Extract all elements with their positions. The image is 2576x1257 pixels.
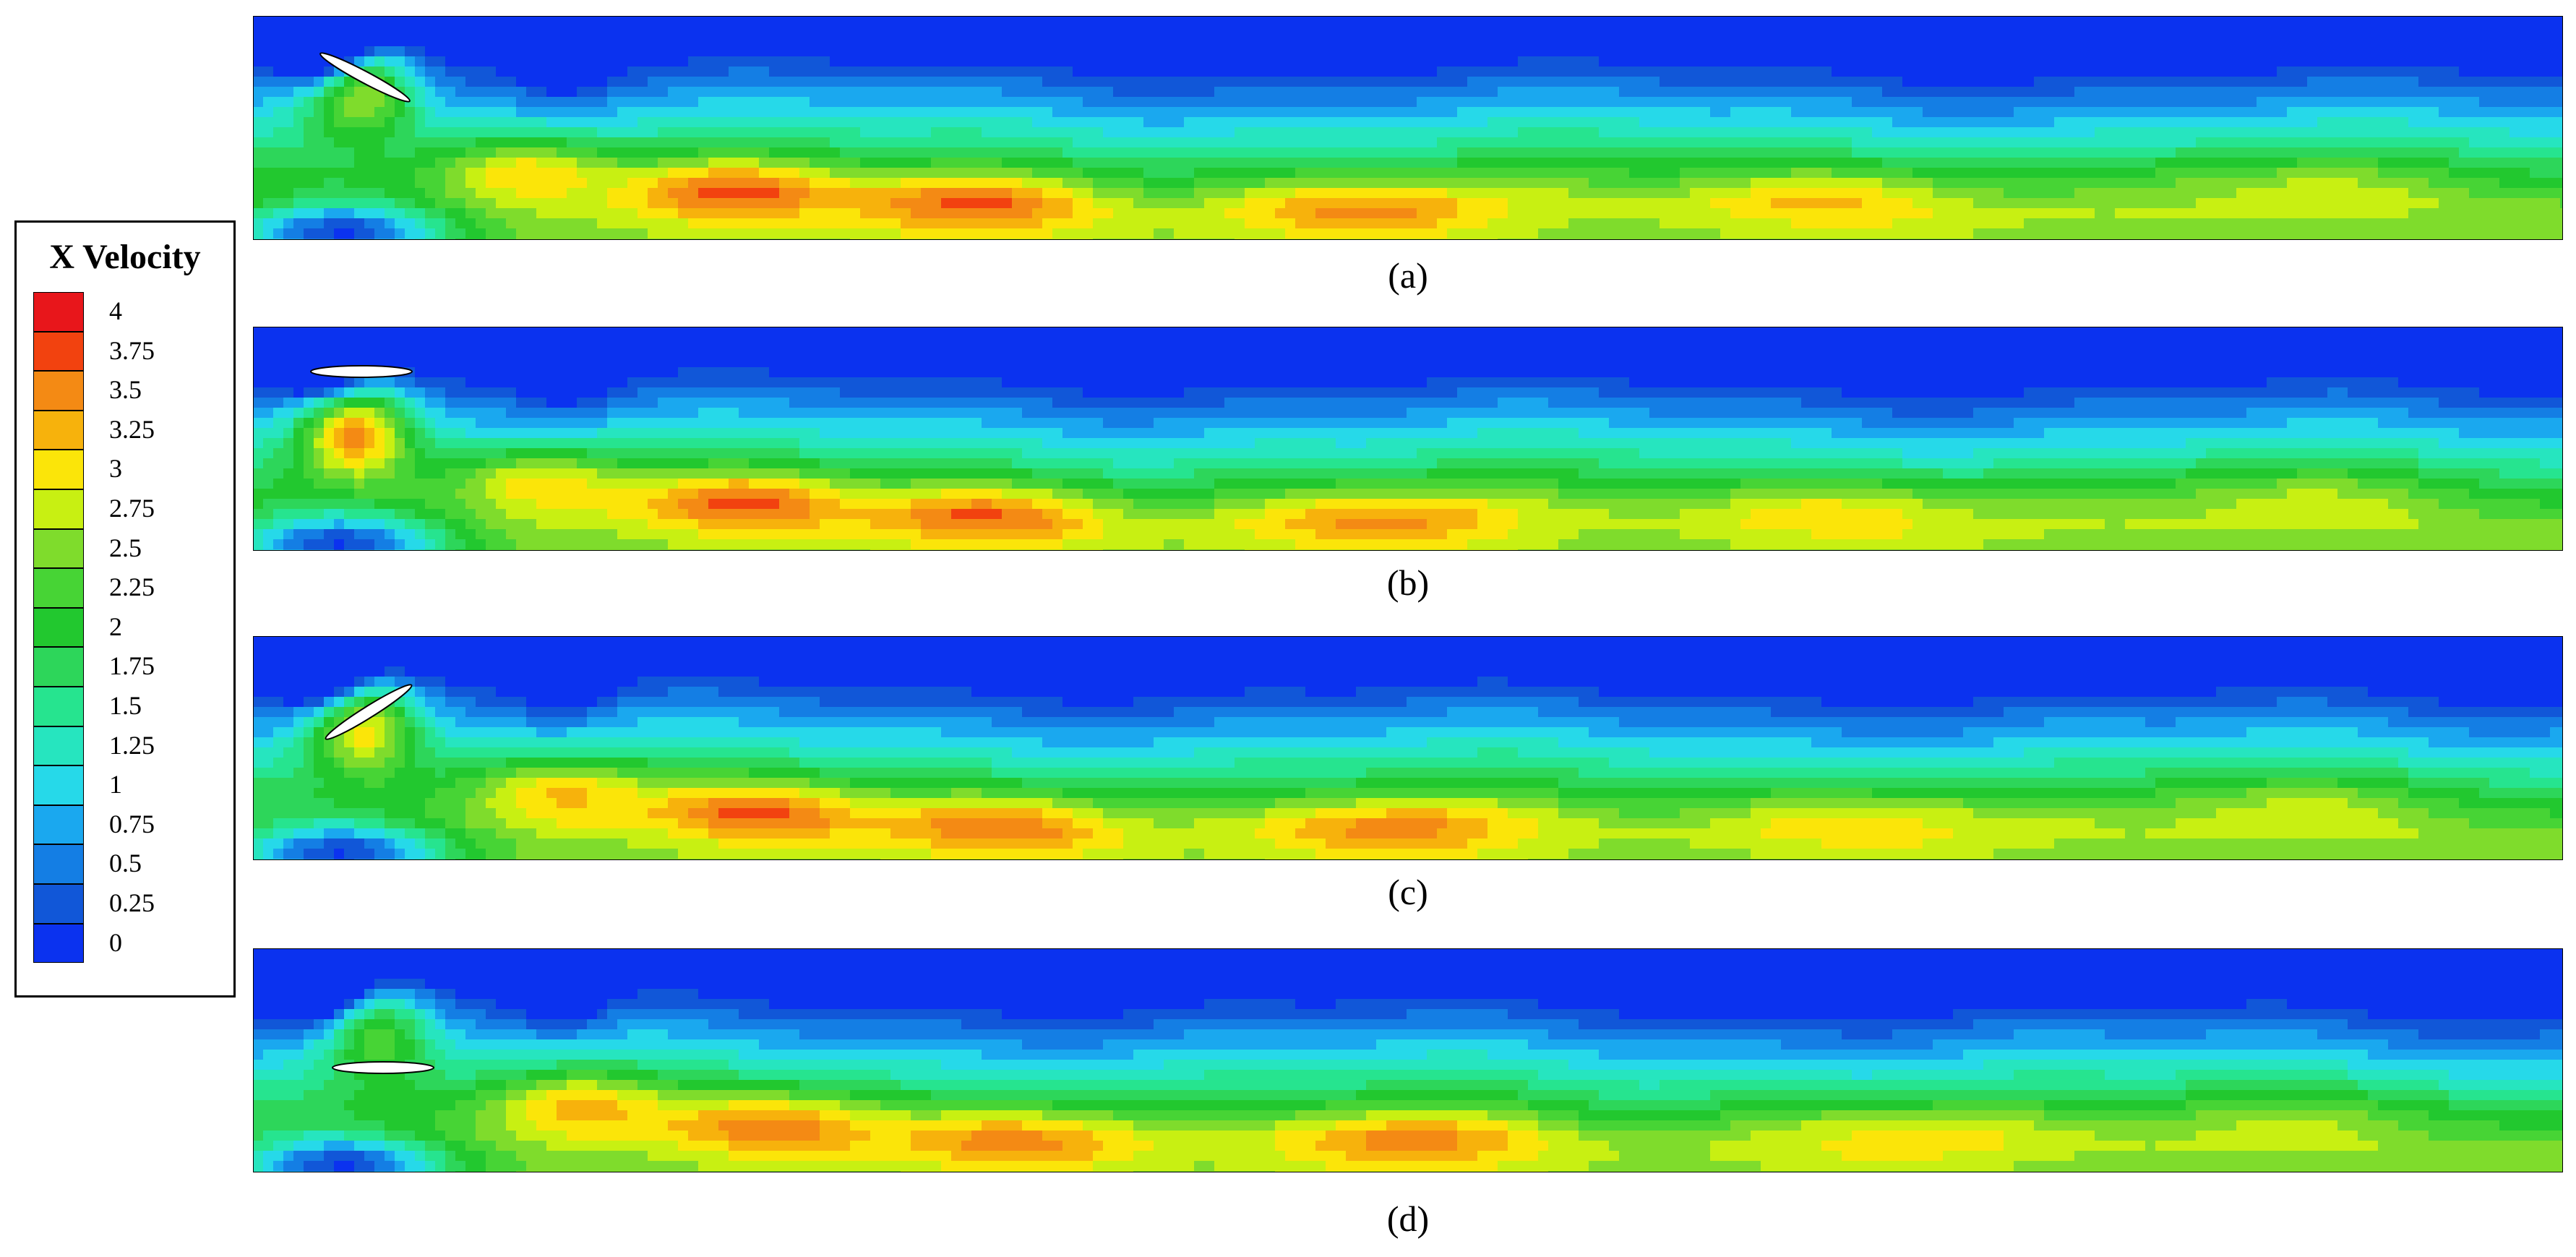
panel-label-d: (d) bbox=[1386, 1198, 1430, 1239]
colorbar-tick-label: 0.5 bbox=[109, 849, 142, 878]
colorbar-swatch bbox=[33, 331, 84, 372]
contour-panel-d: (d) bbox=[253, 948, 2563, 1239]
contour-band bbox=[304, 408, 2563, 551]
contour-band bbox=[253, 677, 2563, 860]
contour-band bbox=[253, 387, 2563, 551]
contour-plot-b bbox=[253, 327, 2563, 551]
colorbar-tick-label: 1.5 bbox=[109, 691, 142, 720]
contour-band bbox=[557, 1100, 1508, 1161]
contour-band bbox=[364, 1029, 2563, 1172]
colorbar-tick-label: 1.75 bbox=[109, 651, 155, 681]
colorbar-swatch bbox=[33, 883, 84, 924]
colorbar-swatch bbox=[33, 371, 84, 411]
colorbar-swatch bbox=[33, 765, 84, 805]
contour-band bbox=[718, 1120, 1457, 1151]
colorbar-tick-label: 0.75 bbox=[109, 809, 155, 838]
contour-band bbox=[334, 707, 2563, 860]
contour-band bbox=[718, 808, 789, 818]
colorbar-swatch bbox=[33, 568, 84, 608]
colorbar-swatch bbox=[33, 292, 84, 332]
contour-band bbox=[253, 677, 2563, 860]
contour-band bbox=[253, 636, 2563, 859]
contour-band bbox=[253, 377, 2563, 551]
contour-band bbox=[253, 1009, 2563, 1172]
colorbar-legend: X Velocity 4 3.75 3.5 3.25 3 2.75 2.5 2.25 2 1.75… bbox=[14, 220, 236, 998]
contour-panel-a: (a) bbox=[253, 16, 2563, 296]
contour-band bbox=[344, 1019, 2563, 1172]
colorbar-swatch bbox=[33, 410, 84, 450]
contour-band bbox=[334, 418, 1477, 539]
contour-band bbox=[253, 398, 2563, 551]
airfoil bbox=[310, 365, 413, 378]
contour-band bbox=[708, 499, 1002, 519]
colorbar-tick-label: 3.25 bbox=[109, 414, 155, 444]
contour-band bbox=[253, 697, 2563, 860]
contour-band bbox=[253, 377, 2563, 551]
colorbar-swatch bbox=[33, 805, 84, 845]
contour-band bbox=[253, 46, 2563, 240]
colorbar-tick-label: 2.25 bbox=[109, 572, 155, 602]
colorbar-tick-label: 2.75 bbox=[109, 494, 155, 523]
contour-band bbox=[253, 687, 2563, 860]
contour-band bbox=[253, 989, 2563, 1172]
colorbar-tick-label: 4 bbox=[109, 296, 122, 325]
contour-band bbox=[253, 367, 2563, 551]
contour-band bbox=[324, 418, 1912, 549]
colorbar-swatch bbox=[33, 726, 84, 766]
contour-band bbox=[506, 1080, 2378, 1172]
contour-band bbox=[465, 158, 2439, 240]
contour-band bbox=[253, 327, 2563, 549]
colorbar-title: X Velocity bbox=[49, 238, 201, 276]
colorbar-tick-label: 0.25 bbox=[109, 888, 155, 917]
contour-plot-d bbox=[253, 948, 2563, 1172]
colorbar-swatch bbox=[33, 489, 84, 529]
panel-label-c: (c) bbox=[1388, 872, 1428, 912]
colorbar-tick-label: 3 bbox=[109, 454, 122, 484]
contour-band bbox=[526, 1090, 2004, 1171]
contour-plot-c bbox=[253, 636, 2563, 860]
airfoil bbox=[319, 52, 411, 103]
colorbar-swatch bbox=[33, 923, 84, 964]
colorbar-tick-label: 1.25 bbox=[109, 730, 155, 760]
colorbar-tick-label: 2.5 bbox=[109, 533, 142, 562]
panel-label-a: (a) bbox=[1388, 255, 1428, 296]
contour-band bbox=[344, 87, 2563, 240]
colorbar-swatch bbox=[33, 528, 84, 569]
contour-band bbox=[253, 16, 2563, 239]
contour-panel-b: (b) bbox=[253, 327, 2563, 603]
colorbar-tick-label: 1 bbox=[109, 770, 122, 799]
contour-band bbox=[668, 178, 1417, 218]
colorbar-swatch bbox=[33, 844, 84, 884]
colorbar-swatches bbox=[33, 292, 84, 964]
contour-band bbox=[698, 188, 1012, 208]
contour-band bbox=[688, 798, 1447, 838]
colorbar-tick-label: 3.5 bbox=[109, 375, 142, 405]
contour-band bbox=[253, 666, 2563, 860]
contour-band bbox=[253, 56, 2563, 240]
colorbar-tick-label: 2 bbox=[109, 612, 122, 641]
panel-label-b: (b) bbox=[1386, 562, 1430, 603]
contour-band bbox=[314, 697, 2563, 860]
contour-panel-c: (c) bbox=[253, 636, 2563, 912]
colorbar-swatch bbox=[33, 647, 84, 687]
contour-plot-a bbox=[253, 16, 2563, 240]
contour-band bbox=[354, 727, 1953, 859]
colorbar-swatch bbox=[33, 686, 84, 726]
contour-band bbox=[486, 158, 1933, 239]
contour-band bbox=[476, 1080, 2563, 1172]
contour-band bbox=[253, 67, 2563, 240]
contour-band bbox=[253, 948, 2563, 1171]
airfoil bbox=[325, 684, 413, 740]
colorbar-swatch bbox=[33, 450, 84, 489]
airfoil bbox=[332, 1061, 434, 1074]
colorbar-swatch bbox=[33, 607, 84, 648]
contour-band bbox=[314, 408, 2563, 551]
colorbar-tick-label: 0 bbox=[109, 927, 122, 957]
colorbar-tick-label: 3.75 bbox=[109, 335, 155, 365]
